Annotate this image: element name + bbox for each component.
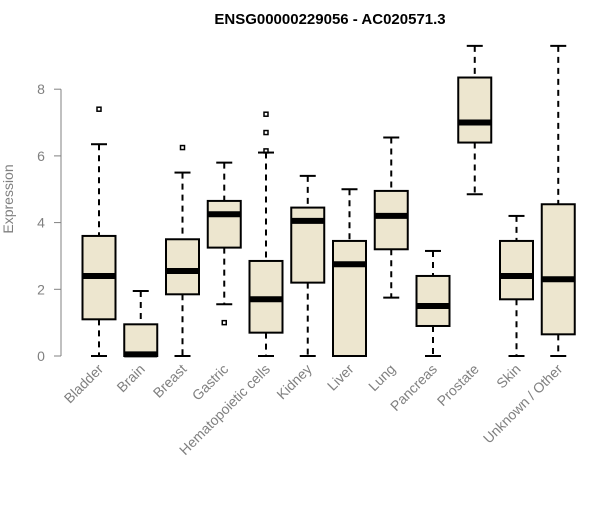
box-1 (123, 289, 159, 358)
x-tick-label: Unknown / Other (480, 361, 566, 447)
box-rect (540, 203, 576, 336)
outlier-point (96, 106, 102, 112)
x-tick-label: Brain (113, 361, 147, 395)
outlier-point (221, 319, 227, 326)
x-tick-label: Prostate (434, 361, 482, 409)
x-tick-label: Breast (150, 361, 190, 401)
outlier-point (263, 129, 269, 136)
outlier-point (263, 111, 269, 117)
y-axis: 0 2 4 6 8 (37, 81, 62, 364)
box-5 (290, 174, 326, 357)
box-8 (415, 249, 451, 357)
y-tick-label: 6 (37, 148, 45, 164)
box-7 (373, 136, 409, 299)
box-2 (165, 144, 200, 357)
y-tick-label: 8 (37, 81, 45, 97)
box-rect (165, 238, 200, 296)
boxes-group (81, 44, 576, 358)
y-axis-label: Expression (0, 164, 16, 233)
outlier-point (263, 148, 269, 154)
box-6 (332, 188, 367, 357)
box-rect (206, 199, 242, 249)
box-10 (499, 214, 534, 357)
box-rect (332, 239, 367, 357)
box-9 (457, 44, 493, 196)
box-rect (457, 76, 493, 144)
x-tick-label: Lung (365, 361, 398, 394)
x-tick-label: Liver (324, 361, 357, 394)
box-11 (540, 44, 576, 357)
box-rect (373, 189, 409, 251)
box-0 (81, 106, 117, 357)
box-3 (206, 161, 242, 326)
x-tick-label: Kidney (273, 361, 315, 403)
box-rect (499, 239, 534, 301)
box-rect (415, 274, 451, 327)
y-tick-label: 4 (37, 215, 45, 231)
y-tick-label: 2 (37, 281, 45, 297)
outlier-point (179, 144, 186, 151)
x-tick-label: Skin (493, 361, 524, 392)
y-tick-label: 0 (37, 348, 45, 364)
box-4 (248, 111, 284, 357)
chart-title: ENSG00000229056 - AC020571.3 (214, 11, 445, 28)
box-rect (123, 323, 159, 358)
x-tick-label: Bladder (61, 361, 107, 407)
